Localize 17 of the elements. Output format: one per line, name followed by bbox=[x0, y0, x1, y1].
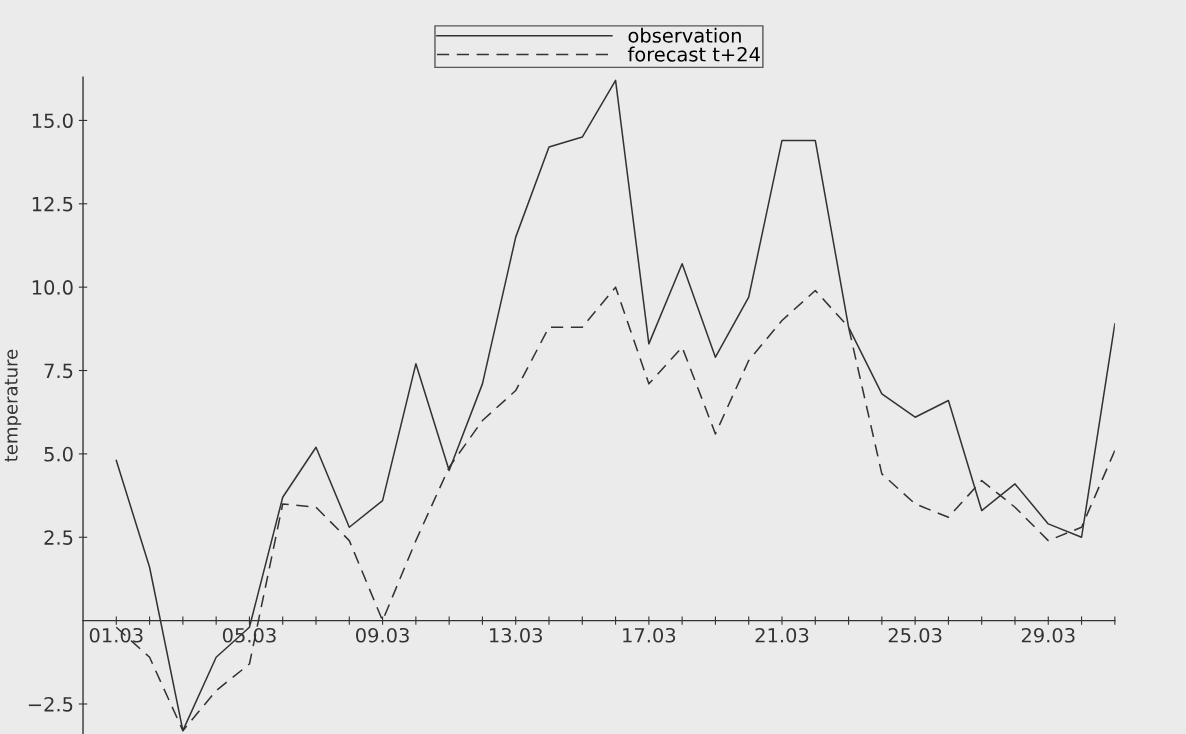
text: forecast t+24 bbox=[627, 46, 760, 62]
y-tick-label: 2.5 bbox=[44, 530, 73, 545]
y-tick-label: 7.5 bbox=[44, 363, 73, 379]
x-tick-label: 01.03 bbox=[89, 627, 143, 643]
x-tick-label: 13.03 bbox=[490, 627, 542, 643]
y-tick-label: 10.0 bbox=[32, 280, 73, 295]
y-tick-label: 15.0 bbox=[32, 113, 73, 129]
x-tick-label: 29.03 bbox=[1021, 627, 1075, 643]
y-tick-label: −2.5 bbox=[28, 696, 73, 712]
x-tick-label: 25.03 bbox=[888, 627, 942, 643]
y-tick-label: 5.0 bbox=[44, 446, 73, 462]
x-tick-label: 17.03 bbox=[623, 627, 676, 643]
y-tick-label: 12.5 bbox=[32, 196, 73, 212]
y-axis-title: temperature bbox=[4, 349, 22, 462]
x-tick-label: 21.03 bbox=[755, 627, 809, 643]
text: observation bbox=[628, 27, 741, 43]
x-tick-label: 09.03 bbox=[356, 627, 409, 643]
